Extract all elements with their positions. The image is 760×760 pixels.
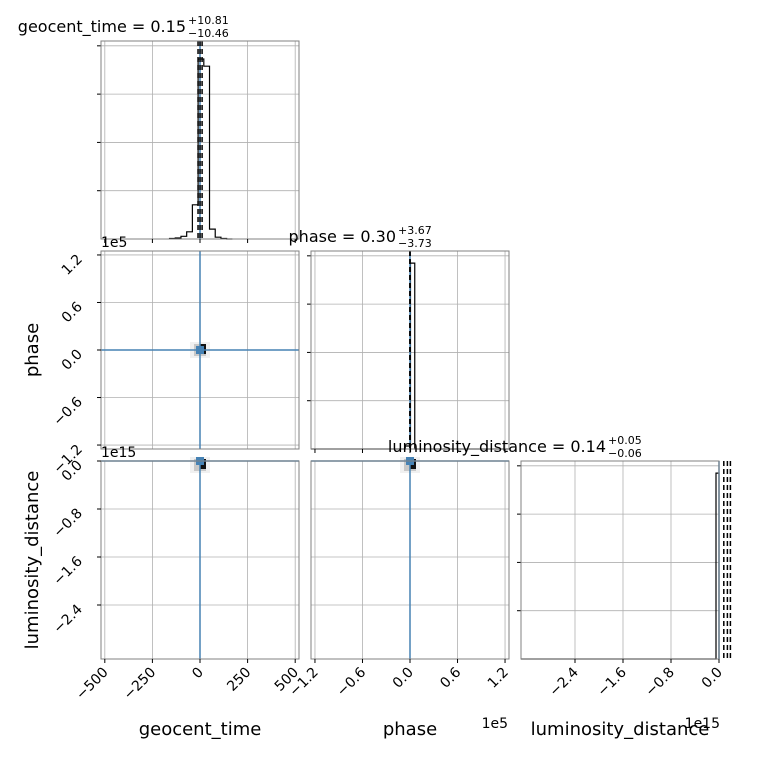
x-tick-label: −250	[121, 665, 160, 704]
x-tick-label: −2.4	[546, 664, 581, 699]
panel-title-minus: −0.06	[608, 447, 642, 460]
histogram-luminosity_distance	[521, 472, 720, 660]
y-tick-label: −0.8	[50, 506, 85, 541]
panel-title-geocent_time: geocent_time = 0.15 +10.81−10.46	[18, 14, 229, 40]
x-axis-label-phase: phase	[383, 719, 437, 740]
panel-title-plus: +10.81	[188, 14, 229, 27]
y-offset-phase: 1e5	[101, 235, 127, 251]
x-offset-luminosity-distance: 1e15	[685, 716, 720, 732]
histogram-geocent_time	[168, 58, 233, 240]
x-tick-label: 250	[224, 665, 254, 695]
panel-title-text: phase = 0.30	[289, 227, 396, 246]
y-axis-label-phase: phase	[22, 323, 43, 377]
x-tick-label: 0	[189, 665, 207, 683]
panel-title-minus: −3.73	[398, 237, 432, 250]
panel-title-phase: phase = 0.30 +3.67−3.73	[289, 224, 432, 250]
panel-title-minus: −10.46	[188, 27, 229, 40]
x-tick-label: 1.2	[485, 665, 512, 692]
x-tick-label: 0.6	[437, 664, 464, 691]
x-tick-label: −1.6	[594, 664, 629, 699]
panel-title-text: geocent_time = 0.15	[18, 17, 186, 37]
y-axis-label-luminosity_distance: luminosity_distance	[22, 471, 43, 650]
x-tick-label: −0.8	[642, 665, 677, 700]
panel-title-plus: +3.67	[398, 224, 432, 237]
y-tick-label: 0.0	[59, 347, 86, 374]
y-tick-label: −0.6	[50, 394, 85, 429]
panel-title-plus: +0.05	[608, 434, 642, 447]
y-tick-label: −1.6	[50, 553, 85, 588]
panel-title-text: luminosity_distance = 0.14	[388, 437, 606, 457]
truth-marker	[196, 346, 204, 354]
x-tick-label: −500	[73, 665, 112, 704]
x-tick-label: −0.6	[334, 664, 369, 699]
x-offset-phase: 1e5	[482, 716, 508, 732]
panel-frame	[520, 460, 720, 660]
x-axis-label-luminosity_distance: luminosity_distance	[531, 719, 710, 740]
y-tick-label: 0.6	[59, 299, 86, 326]
x-axis-label-geocent_time: geocent_time	[139, 719, 262, 740]
y-tick-label: 1.2	[59, 251, 86, 278]
panel-title-luminosity_distance: luminosity_distance = 0.14 +0.05−0.06	[388, 434, 642, 460]
x-tick-label: 0.0	[390, 665, 417, 692]
x-tick-label: 0.0	[699, 665, 726, 692]
y-offset-luminosity-distance: 1e15	[101, 445, 136, 461]
y-tick-label: −2.4	[50, 601, 85, 636]
